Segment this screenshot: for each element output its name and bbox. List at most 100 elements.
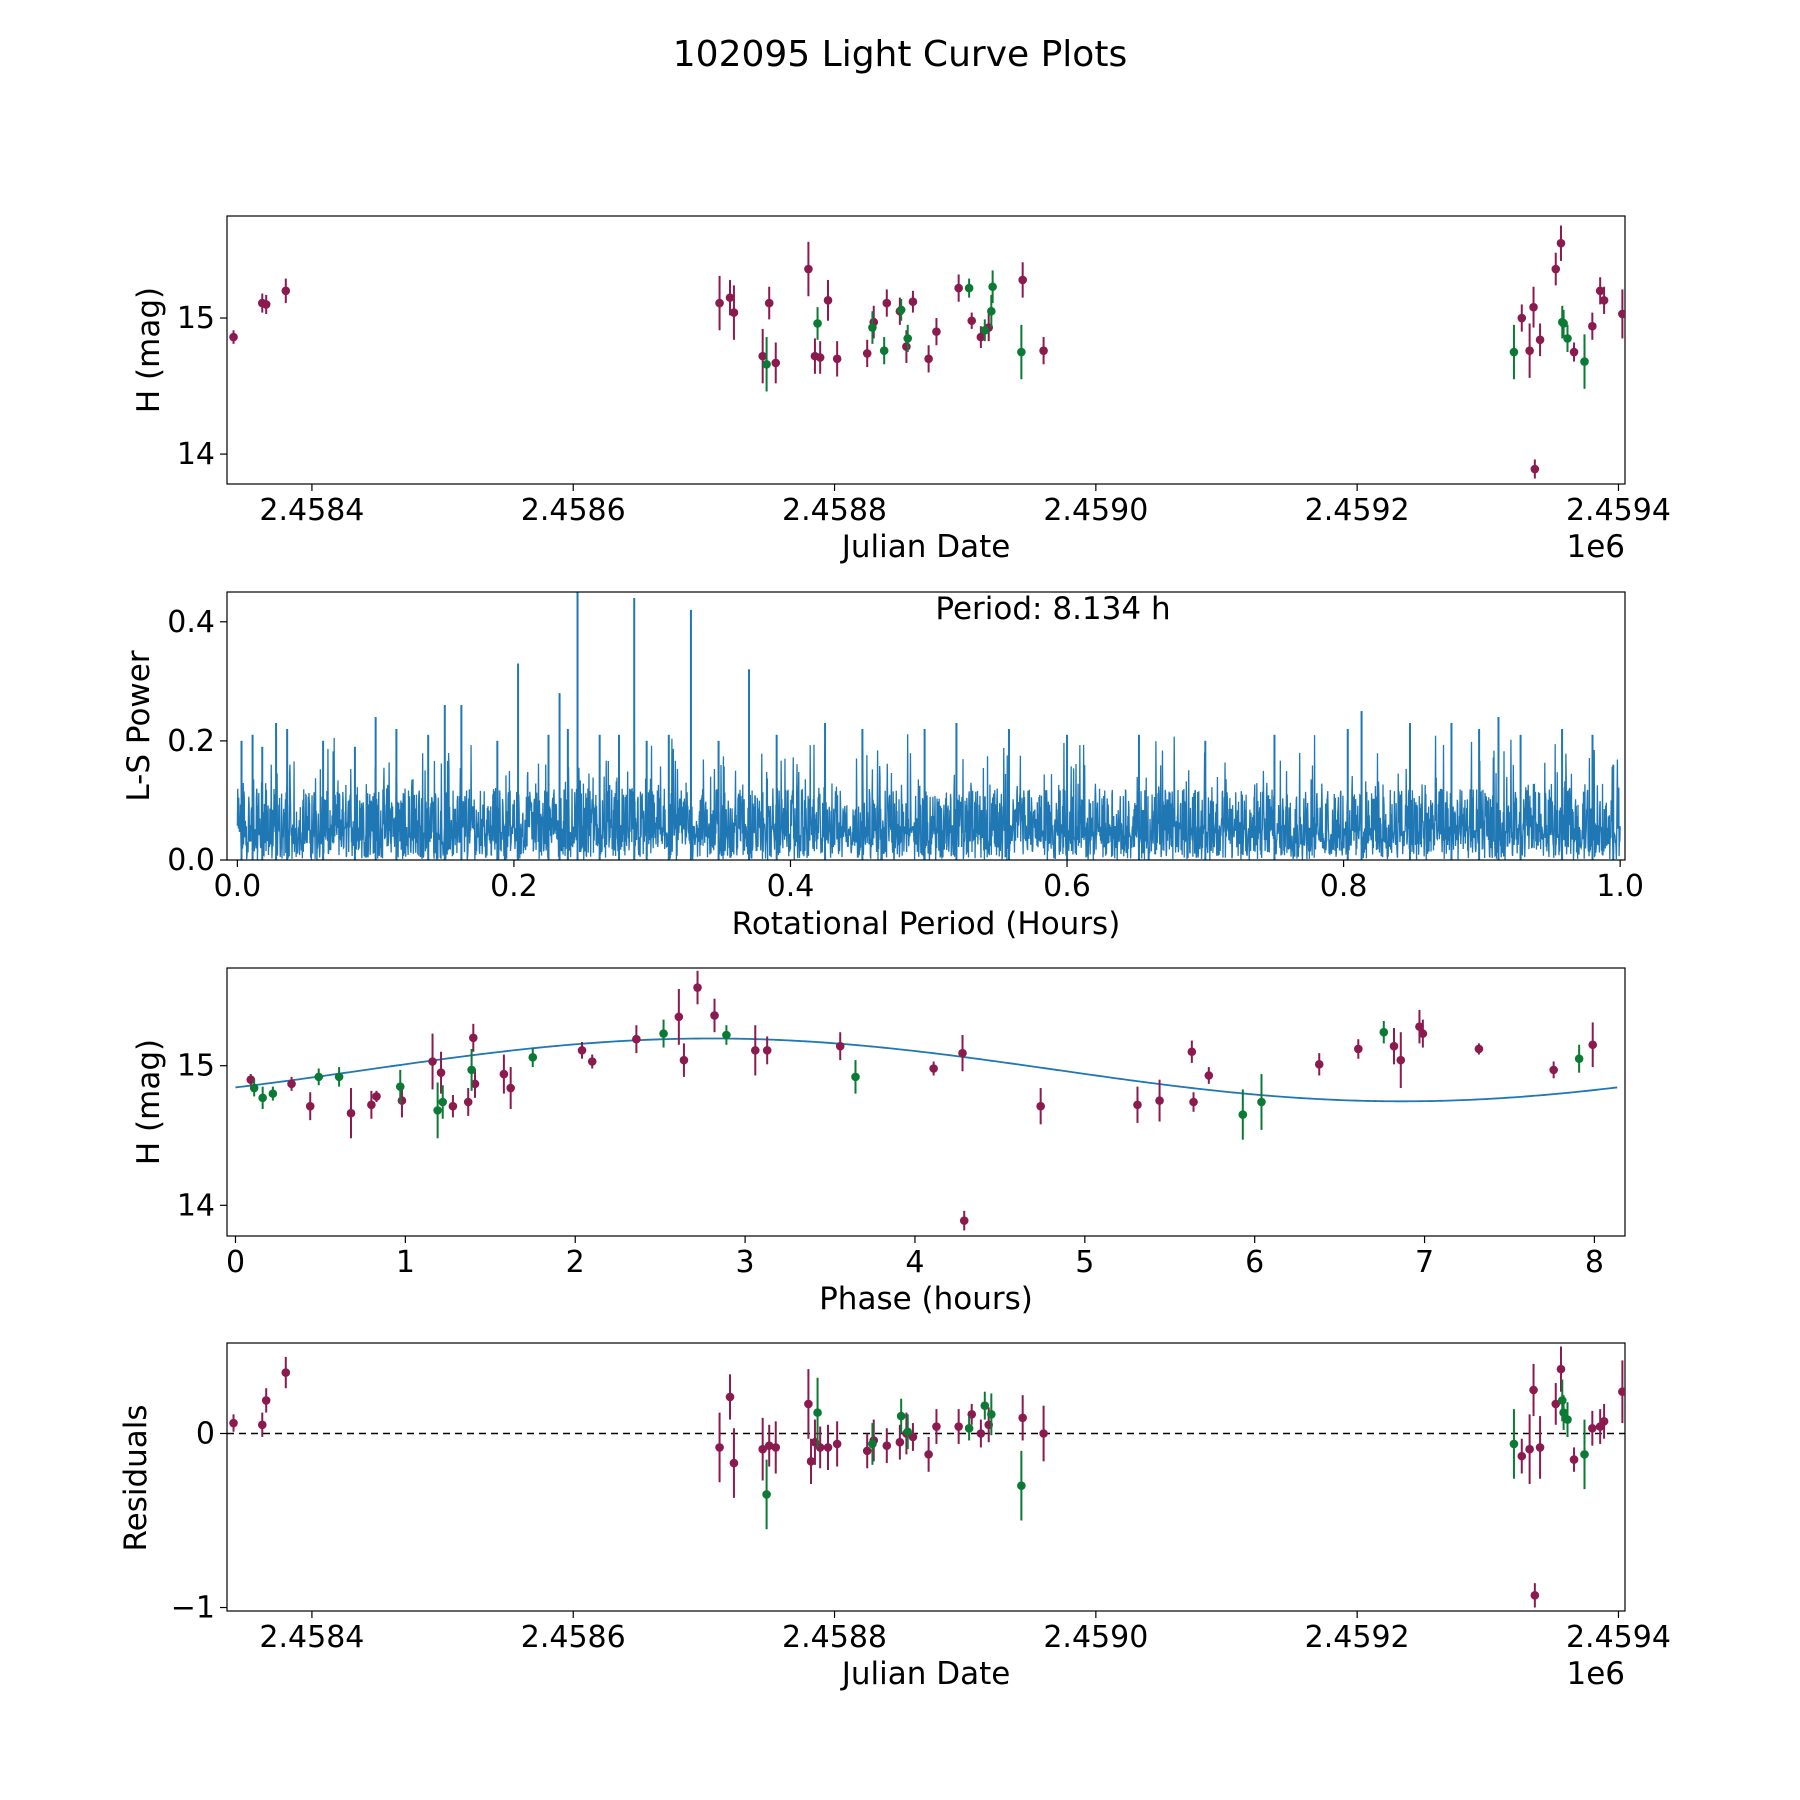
maroon-data-point xyxy=(1551,264,1561,274)
maroon-data-point xyxy=(632,1034,641,1044)
green-data-point xyxy=(395,1082,405,1091)
maroon-data-point xyxy=(895,1437,905,1447)
maroon-data-point xyxy=(882,1441,892,1450)
green-data-point xyxy=(879,346,889,355)
green-data-point xyxy=(467,1065,476,1075)
figure-title: 102095 Light Curve Plots xyxy=(673,34,1127,75)
maroon-data-point xyxy=(1418,1029,1428,1038)
maroon-data-point xyxy=(1530,464,1540,474)
maroon-data-point xyxy=(281,1368,291,1377)
x-tick-label: 0.6 xyxy=(1043,869,1091,904)
periodogram-panel: 0.0 0.2 0.4 0.6 0.8 1.0 0.0 0.2 0.4 Period: 8.13… xyxy=(121,591,1644,942)
residuals-data-layer xyxy=(227,1346,1625,1608)
maroon-data-point xyxy=(1535,335,1545,345)
maroon-data-point xyxy=(1618,309,1625,319)
residuals-ticks: 2.4584 2.4586 2.4588 2.4590 2.4592 2.4594 −1 0 xyxy=(171,1416,1671,1655)
y-tick-label: 0 xyxy=(196,1416,215,1451)
maroon-data-point xyxy=(882,298,892,308)
x-tick-label: 8 xyxy=(1585,1245,1604,1280)
phased-axes-frame xyxy=(226,967,1626,1237)
green-data-point xyxy=(813,319,822,328)
residuals-x-offset-label: 1e6 xyxy=(1566,1656,1625,1692)
x-tick-label: 4 xyxy=(905,1245,924,1280)
lightcurve-x-offset-label: 1e6 xyxy=(1566,529,1625,565)
x-tick-label: 6 xyxy=(1245,1245,1264,1280)
lightcurve-data-layer xyxy=(229,225,1625,479)
green-data-point xyxy=(964,1423,974,1433)
green-data-point xyxy=(1238,1110,1248,1119)
maroon-data-point xyxy=(463,1097,473,1107)
green-data-point xyxy=(1017,1481,1026,1491)
green-data-point xyxy=(980,1401,990,1410)
maroon-data-point xyxy=(758,351,767,361)
lightcurve-x-axis-label: Julian Date xyxy=(840,529,1011,565)
maroon-data-point xyxy=(1556,1364,1566,1374)
x-tick-label: 5 xyxy=(1075,1245,1094,1280)
maroon-data-point xyxy=(261,1396,271,1405)
maroon-data-point xyxy=(1189,1097,1198,1107)
periodogram-plot-area xyxy=(236,592,1621,860)
green-data-point xyxy=(1379,1027,1389,1037)
lightcurve-y-axis-label: H (mag) xyxy=(131,287,167,413)
maroon-data-point xyxy=(764,298,774,308)
y-tick-label: 15 xyxy=(177,1049,215,1084)
maroon-data-point xyxy=(1517,313,1527,323)
green-data-point xyxy=(988,282,997,292)
maroon-data-point xyxy=(679,1055,689,1065)
maroon-data-point xyxy=(862,1446,872,1456)
maroon-data-point xyxy=(764,1441,774,1450)
maroon-data-point xyxy=(674,1012,684,1022)
maroon-data-point xyxy=(1314,1060,1324,1069)
lightcurve-plot-area xyxy=(229,225,1625,479)
maroon-data-point xyxy=(924,1450,933,1459)
maroon-data-point xyxy=(954,1422,963,1431)
maroon-data-point xyxy=(261,300,271,309)
residuals-x-axis-label: Julian Date xyxy=(840,1656,1011,1692)
maroon-data-point xyxy=(959,1216,969,1225)
maroon-data-point xyxy=(908,297,918,307)
residuals-plot-area xyxy=(227,1346,1625,1608)
maroon-data-point xyxy=(372,1092,381,1101)
maroon-data-point xyxy=(762,1046,772,1055)
maroon-data-point xyxy=(506,1083,515,1093)
y-tick-label: −1 xyxy=(171,1591,215,1626)
x-tick-label: 7 xyxy=(1415,1245,1434,1280)
lightcurve-axes-frame xyxy=(226,215,1626,485)
model-fit-curve xyxy=(235,1037,1618,1103)
maroon-data-point xyxy=(862,349,872,358)
green-data-point xyxy=(1257,1097,1266,1107)
green-data-point xyxy=(868,323,877,332)
green-data-point xyxy=(268,1089,278,1098)
maroon-data-point xyxy=(725,1392,735,1402)
green-data-point xyxy=(1559,319,1568,328)
maroon-data-point xyxy=(1517,1451,1527,1461)
maroon-data-point xyxy=(771,358,781,368)
maroon-data-point xyxy=(1039,1429,1048,1438)
phased-panel: 0 1 2 3 4 5 6 7 8 14 15 Phase (hours) H (mag) xyxy=(131,967,1626,1317)
green-data-point xyxy=(896,305,906,315)
lightcurve-ticks: 2.4584 2.4586 2.4588 2.4590 2.4592 2.4594 14 15 xyxy=(177,301,1671,528)
maroon-data-point xyxy=(346,1108,356,1118)
maroon-data-point xyxy=(1569,1455,1579,1464)
green-data-point xyxy=(1559,1408,1568,1417)
x-tick-label: 0.4 xyxy=(767,869,815,904)
green-data-point xyxy=(334,1072,344,1082)
maroon-data-point xyxy=(771,1443,781,1452)
y-tick-label: 14 xyxy=(177,437,215,472)
maroon-data-point xyxy=(1599,296,1609,305)
maroon-data-point xyxy=(229,1418,238,1428)
green-data-point xyxy=(314,1072,324,1082)
maroon-data-point xyxy=(902,342,911,351)
maroon-data-point xyxy=(1039,346,1048,355)
maroon-data-point xyxy=(428,1057,437,1066)
phased-x-axis-label: Phase (hours) xyxy=(819,1281,1033,1317)
maroon-data-point xyxy=(715,1443,724,1452)
maroon-data-point xyxy=(1588,1423,1597,1433)
residuals-panel: 2.4584 2.4586 2.4588 2.4590 2.4592 2.4594−10 … xyxy=(118,1342,1671,1692)
maroon-data-point xyxy=(976,1429,986,1438)
green-data-point xyxy=(868,1439,877,1449)
maroon-data-point xyxy=(305,1101,315,1111)
maroon-data-point xyxy=(710,1011,719,1020)
green-data-point xyxy=(258,1093,267,1103)
green-data-point xyxy=(1574,1054,1584,1064)
